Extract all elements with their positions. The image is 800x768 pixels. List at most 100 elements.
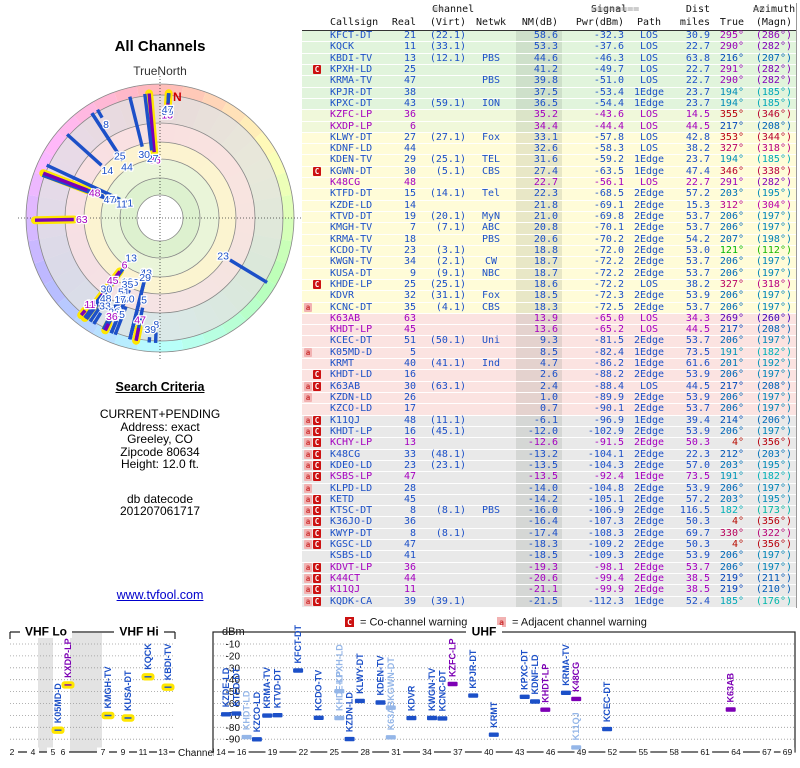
cell-nm: -12.0 — [527, 425, 558, 437]
cell-real: 43 — [403, 97, 416, 109]
cell-true: 206° — [719, 550, 744, 562]
svg-text:KFCT-DT: KFCT-DT — [293, 625, 303, 664]
svg-text:KRMT: KRMT — [489, 701, 499, 727]
cell-dist: 53.7 — [685, 222, 710, 234]
cell-call: KPXC-DT — [330, 97, 373, 109]
cell-mag: (173°) — [755, 505, 792, 517]
table-row: KTVD-DT 19 (20.1) MyN 21.0 -69.8 2Edge 53.7 206°… — [302, 211, 796, 224]
cell-call: KDVT-LP — [330, 561, 373, 573]
cell-virt: (14.1) — [429, 188, 466, 200]
svg-text:14: 14 — [102, 165, 114, 177]
cell-call: KQDK-CA — [330, 595, 373, 607]
table-row: C KGWN-DT 30 (5.1) CBS 27.4 -63.5 1Edge 47.4 346°… — [302, 165, 796, 179]
cell-pwr: -91.5 — [593, 437, 624, 449]
svg-text:KRMA-TV: KRMA-TV — [561, 644, 571, 686]
cell-net: PBS — [481, 75, 501, 87]
cell-real: 34 — [403, 256, 416, 268]
cell-path: 2Edge — [633, 448, 665, 460]
nm-column-band — [516, 234, 562, 245]
search-criteria: Search Criteria CURRENT+PENDING Address:… — [30, 380, 290, 518]
col-header-path: Path — [636, 17, 662, 28]
svg-text:K63AB: K63AB — [386, 700, 396, 730]
cell-call: KHDE-LP — [330, 278, 373, 290]
svg-text:58: 58 — [669, 747, 679, 757]
cell-real: 45 — [403, 493, 416, 505]
svg-text:-70: -70 — [226, 711, 241, 722]
search-line-address: Address: exact — [120, 419, 200, 434]
table-row: KFCT-DT 21 (22.1) 58.6 -32.3 LOS 30.9 295° (286°… — [302, 30, 796, 43]
cell-path: 2Edge — [633, 199, 665, 211]
cell-path: LOS — [639, 131, 659, 143]
nm-column-band — [516, 574, 562, 585]
nm-column-band — [516, 245, 562, 257]
cell-nm: 20.8 — [533, 222, 558, 234]
cell-pwr: -32.3 — [593, 30, 624, 41]
cochannel-warning-badge: C — [313, 64, 321, 74]
svg-text:16: 16 — [109, 305, 121, 317]
cell-real: 45 — [403, 324, 416, 336]
svg-text:K48CG: K48CG — [571, 662, 581, 692]
cell-dist: 53.7 — [685, 267, 710, 279]
svg-text:4: 4 — [31, 747, 36, 757]
cell-call: K63AB — [330, 312, 361, 324]
cell-dist: 53.9 — [685, 482, 710, 494]
cell-real: 21 — [403, 30, 416, 41]
adjacent-warning-badge: a — [304, 483, 312, 493]
svg-text:14: 14 — [216, 747, 226, 757]
cell-path: 2Edge — [633, 290, 665, 302]
table-row: KPXC-DT 43 (59.1) ION 36.5 -54.4 1Edge 23.7 194°… — [302, 97, 796, 111]
svg-text:25: 25 — [105, 194, 117, 206]
cell-dist: 50.3 — [685, 539, 710, 551]
cell-mag: (185°) — [755, 97, 792, 109]
cell-virt: (12.1) — [429, 52, 466, 64]
cochannel-warning-badge: C — [313, 596, 321, 606]
cell-path: LOS — [639, 380, 659, 392]
cell-mag: (197°) — [755, 482, 792, 494]
adjacent-warning-badge: a — [304, 494, 312, 504]
cell-nm: 21.0 — [533, 211, 558, 222]
svg-text:55: 55 — [639, 747, 649, 757]
cell-path: LOS — [639, 30, 659, 41]
svg-text:7: 7 — [101, 747, 106, 757]
cell-true: 206° — [719, 335, 744, 347]
cochannel-warning-badge: C — [313, 381, 321, 391]
svg-text:KPJR-DT: KPJR-DT — [468, 649, 478, 689]
cell-nm: -6.1 — [533, 414, 558, 426]
tvfool-link[interactable]: www.tvfool.com — [116, 588, 204, 602]
svg-text:KPXC-DT: KPXC-DT — [520, 649, 530, 690]
adjacent-warning-badge: a — [304, 415, 312, 425]
nm-column-band — [516, 223, 562, 234]
cell-path: 2Edge — [633, 505, 665, 517]
cell-path: 2Edge — [633, 369, 665, 381]
table-row: a C KCHY-LP 13 -12.6 -91.5 2Edge 50.3 4° (356°) — [302, 437, 796, 450]
cell-mag: (182°) — [755, 346, 792, 358]
svg-text:48: 48 — [89, 187, 101, 199]
svg-text:KHDE-LP: KHDE-LP — [334, 671, 344, 711]
cell-path: 1Edge — [633, 471, 665, 483]
cell-virt: (39.1) — [429, 595, 466, 607]
cell-nm: 4.7 — [539, 358, 558, 370]
table-row: a C K48CG 33 (48.1) -13.2 -104.1 2Edge 22.3 212° (… — [302, 448, 796, 461]
cell-mag: (338°) — [755, 165, 792, 177]
cell-mag: (286°) — [755, 30, 792, 41]
col-header-real: Real — [391, 17, 416, 28]
svg-text:KTVD-DT: KTVD-DT — [273, 668, 283, 708]
cell-dist: 42.8 — [685, 131, 710, 143]
uhf-label: UHF — [472, 625, 497, 639]
cell-pwr: -53.4 — [593, 86, 624, 98]
cell-pwr: -63.5 — [593, 165, 624, 177]
cell-dist: 30.9 — [685, 30, 710, 41]
svg-text:KCEC-DT: KCEC-DT — [602, 681, 612, 722]
cochannel-warning-badge: C — [313, 540, 321, 550]
cell-pwr: -108.3 — [587, 527, 624, 539]
cell-pwr: -88.2 — [593, 369, 624, 381]
cell-mag: (322°) — [755, 527, 792, 539]
nm-column-band — [516, 494, 562, 506]
adjacent-legend: = Adjacent channel warning — [512, 617, 647, 629]
cell-mag: (208°) — [755, 120, 792, 132]
cell-pwr: -82.4 — [593, 346, 624, 358]
cell-call: KFCT-DT — [330, 30, 373, 41]
table-row: K48CG 48 22.7 -56.1 LOS 22.7 291° (282°) — [302, 178, 796, 190]
table-row: a C K11QJ 48 (11.1) -6.1 -96.9 1Edge 39.4 214° (20… — [302, 414, 796, 427]
svg-text:30: 30 — [138, 149, 150, 161]
